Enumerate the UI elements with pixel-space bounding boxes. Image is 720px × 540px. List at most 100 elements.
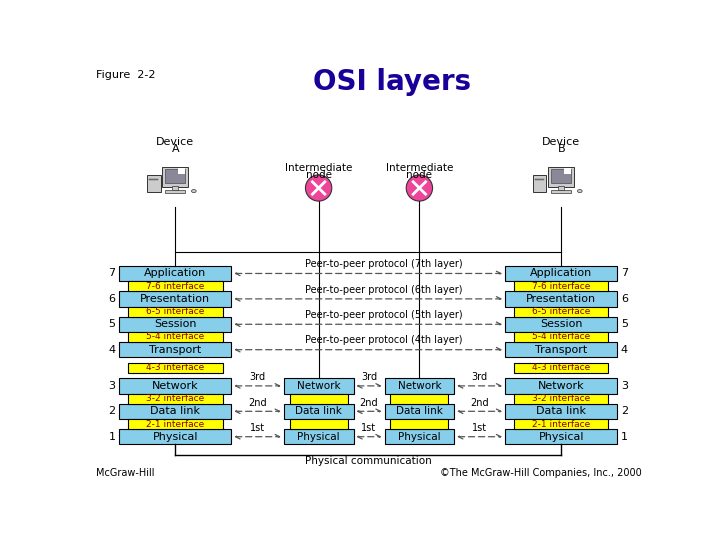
Bar xyxy=(533,175,546,192)
Text: Physical: Physical xyxy=(539,431,584,442)
Bar xyxy=(119,378,231,394)
Bar xyxy=(535,179,544,180)
Bar xyxy=(514,307,608,316)
Bar xyxy=(172,186,179,190)
Text: Application: Application xyxy=(144,268,207,279)
Bar xyxy=(165,190,185,193)
Text: 3rd: 3rd xyxy=(250,373,266,382)
Text: 3rd: 3rd xyxy=(472,373,487,382)
Text: Physical: Physical xyxy=(153,431,198,442)
Bar xyxy=(505,403,617,419)
Bar xyxy=(128,332,222,342)
Bar xyxy=(548,167,575,187)
Text: ©The McGraw-Hill Companies, Inc., 2000: ©The McGraw-Hill Companies, Inc., 2000 xyxy=(440,468,642,478)
Text: 5: 5 xyxy=(621,319,628,329)
Bar xyxy=(505,429,617,444)
Text: 7: 7 xyxy=(621,268,628,279)
Bar xyxy=(119,316,231,332)
Text: 1st: 1st xyxy=(361,423,377,433)
Text: 5-4 interface: 5-4 interface xyxy=(146,333,204,341)
Text: 2: 2 xyxy=(109,406,116,416)
Text: 3-2 interface: 3-2 interface xyxy=(146,394,204,403)
Text: node: node xyxy=(406,170,433,180)
Bar xyxy=(128,419,222,429)
Bar xyxy=(505,316,617,332)
Text: Physical communication: Physical communication xyxy=(305,456,431,467)
Text: Device: Device xyxy=(542,137,580,147)
Text: 2-1 interface: 2-1 interface xyxy=(532,420,590,429)
Bar xyxy=(128,281,222,291)
Text: Session: Session xyxy=(154,319,197,329)
Text: 4: 4 xyxy=(621,345,628,355)
Text: Network: Network xyxy=(152,381,199,391)
Text: B: B xyxy=(557,145,565,154)
Bar xyxy=(505,378,617,394)
Text: Network: Network xyxy=(538,381,585,391)
Text: 2: 2 xyxy=(621,406,628,416)
Bar xyxy=(119,403,231,419)
Text: Peer-to-peer protocol (4th layer): Peer-to-peer protocol (4th layer) xyxy=(305,335,462,346)
Text: 7: 7 xyxy=(109,268,116,279)
Text: Data link: Data link xyxy=(150,406,200,416)
Bar xyxy=(165,168,185,183)
Bar xyxy=(514,281,608,291)
Text: Peer-to-peer protocol (5th layer): Peer-to-peer protocol (5th layer) xyxy=(305,310,462,320)
Bar xyxy=(284,429,354,444)
Bar xyxy=(505,342,617,357)
Bar xyxy=(384,403,454,419)
Bar xyxy=(558,186,564,190)
Text: A: A xyxy=(171,145,179,154)
Text: 3-2 interface: 3-2 interface xyxy=(532,394,590,403)
Bar xyxy=(128,363,222,373)
Bar xyxy=(551,190,571,193)
Text: 4-3 interface: 4-3 interface xyxy=(146,363,204,372)
Text: 1st: 1st xyxy=(472,423,487,433)
Bar xyxy=(514,332,608,342)
Text: Data link: Data link xyxy=(396,406,443,416)
Bar xyxy=(551,168,571,183)
Text: 4-3 interface: 4-3 interface xyxy=(532,363,590,372)
Bar xyxy=(179,168,184,174)
Text: Intermediate: Intermediate xyxy=(285,163,352,173)
Text: Presentation: Presentation xyxy=(526,294,596,304)
Bar xyxy=(514,363,608,373)
Text: 7-6 interface: 7-6 interface xyxy=(146,282,204,291)
Bar xyxy=(505,291,617,307)
Text: 7-6 interface: 7-6 interface xyxy=(532,282,590,291)
Text: 1: 1 xyxy=(621,431,628,442)
Text: Physical: Physical xyxy=(297,431,340,442)
Bar xyxy=(149,179,158,180)
Text: Figure  2-2: Figure 2-2 xyxy=(96,70,156,80)
Text: 2nd: 2nd xyxy=(470,398,489,408)
Text: Data link: Data link xyxy=(536,406,586,416)
Text: 3: 3 xyxy=(109,381,116,391)
Ellipse shape xyxy=(192,190,196,193)
Text: Transport: Transport xyxy=(535,345,588,355)
Bar xyxy=(514,419,608,429)
Bar xyxy=(147,175,161,192)
Bar xyxy=(119,342,231,357)
Text: 6-5 interface: 6-5 interface xyxy=(146,307,204,316)
Text: 2-1 interface: 2-1 interface xyxy=(146,420,204,429)
Bar xyxy=(284,403,354,419)
Text: OSI layers: OSI layers xyxy=(313,68,472,96)
Text: Network: Network xyxy=(397,381,441,391)
Text: 2nd: 2nd xyxy=(248,398,267,408)
Text: 6: 6 xyxy=(109,294,116,304)
Text: Presentation: Presentation xyxy=(140,294,210,304)
Ellipse shape xyxy=(577,190,582,193)
Text: 5-4 interface: 5-4 interface xyxy=(532,333,590,341)
Bar xyxy=(384,429,454,444)
Text: 1st: 1st xyxy=(250,423,265,433)
Text: 5: 5 xyxy=(109,319,116,329)
Bar xyxy=(514,394,608,403)
Text: Intermediate: Intermediate xyxy=(386,163,453,173)
Bar xyxy=(119,266,231,281)
Bar xyxy=(128,394,222,403)
Text: node: node xyxy=(305,170,332,180)
Text: Network: Network xyxy=(297,381,341,391)
Bar xyxy=(284,378,354,394)
Bar xyxy=(384,378,454,394)
Bar xyxy=(128,307,222,316)
Text: 1: 1 xyxy=(109,431,116,442)
